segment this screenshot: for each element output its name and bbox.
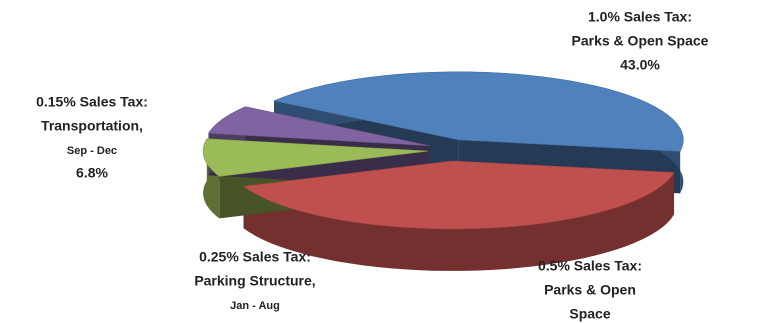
slice-label: Space bbox=[569, 306, 610, 322]
value-label: 6.8% bbox=[76, 165, 108, 181]
slice bbox=[207, 106, 430, 147]
slice-wall bbox=[203, 138, 220, 219]
slice-label: Jan - Aug bbox=[230, 300, 280, 312]
slice-label: Parks & Open Space bbox=[572, 33, 709, 49]
slice-label: Sep - Dec bbox=[67, 145, 117, 157]
slice-wall bbox=[243, 172, 674, 271]
slice-label: Parking Structure, bbox=[194, 273, 315, 289]
slice-label: 1.0% Sales Tax: bbox=[588, 9, 692, 25]
slice bbox=[273, 71, 684, 152]
slice bbox=[202, 138, 429, 177]
slice-label: Transportation, bbox=[41, 118, 143, 134]
slice-tops bbox=[202, 71, 684, 230]
slice bbox=[242, 160, 675, 230]
slice-label: Parks & Open bbox=[544, 282, 636, 298]
slice-label: 0.15% Sales Tax: bbox=[36, 94, 148, 110]
slice-label: 0.5% Sales Tax: bbox=[538, 258, 642, 274]
value-label: 43.0% bbox=[620, 57, 660, 73]
slice-label: 0.25% Sales Tax: bbox=[199, 249, 311, 265]
